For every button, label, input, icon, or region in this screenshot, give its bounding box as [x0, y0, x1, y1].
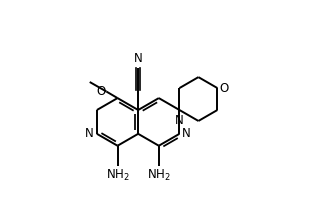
Text: N: N: [85, 127, 94, 140]
Text: N: N: [175, 114, 184, 126]
Text: N: N: [134, 52, 143, 65]
Text: N: N: [182, 127, 191, 140]
Text: NH$_2$: NH$_2$: [106, 168, 130, 183]
Text: O: O: [96, 85, 105, 98]
Text: O: O: [220, 82, 229, 95]
Text: NH$_2$: NH$_2$: [147, 168, 171, 183]
